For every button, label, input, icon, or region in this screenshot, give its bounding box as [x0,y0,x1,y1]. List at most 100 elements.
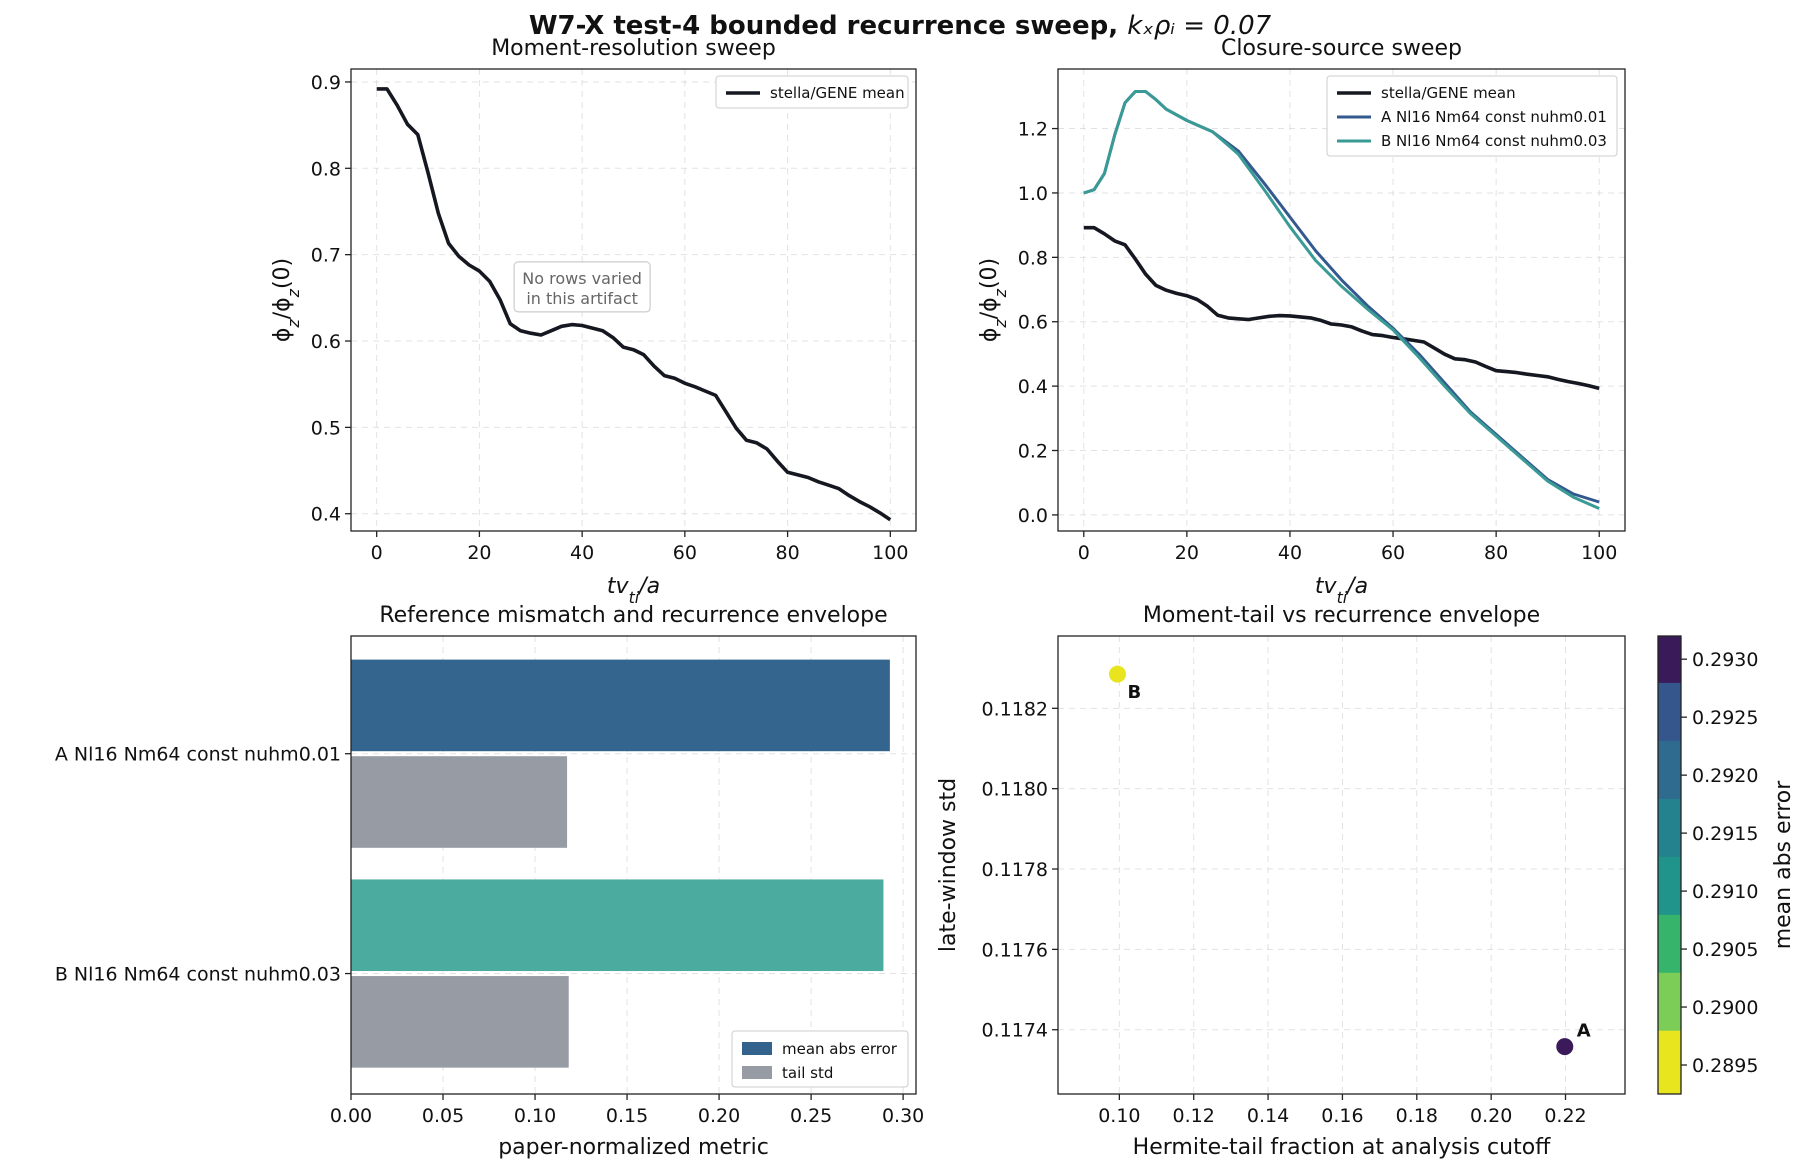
colorbar-tick-label: 0.2910 [1692,881,1758,903]
label-part: /a [637,574,660,599]
colorbar-tick-label: 0.2915 [1692,823,1758,845]
label-part: tv [1315,574,1338,599]
colorbar-tick-label: 0.2900 [1692,997,1758,1019]
label-part: ϕ [270,328,295,343]
subplot-title: Closure-source sweep [1221,36,1462,61]
colorbar-tick-label: 0.2930 [1692,649,1758,671]
x-tick-label: 80 [775,542,799,564]
colorbar-segment [1658,914,1681,973]
label-part: /ϕ [977,297,1002,319]
colorbar-tick-label: 0.2895 [1692,1055,1758,1077]
point-label-B: B [1127,682,1141,703]
x-tick-label: 0.05 [422,1105,464,1127]
x-tick-label: 0 [371,542,383,564]
x-tick-label: 0.12 [1173,1105,1215,1127]
note-line: in this artifact [526,289,638,308]
colorbar-segment [1658,856,1681,915]
legend-entry-1: tail std [782,1064,833,1082]
x-tick-label: 60 [673,542,697,564]
scatter-point-A [1556,1038,1574,1056]
x-tick-label: 0.10 [1098,1105,1140,1127]
x-tick-label: 100 [872,542,908,564]
y-tick-label: 0.1180 [982,779,1048,801]
chart-mismatch: A Nl16 Nm64 const nuhm0.01 B Nl16 Nm64 co… [55,603,924,1160]
y-tick-label: 0.4 [1018,376,1048,398]
x-axis-label: tvti/a [1315,574,1368,607]
suptitle-math: kₓρᵢ = 0.07 [1127,11,1271,41]
y-tick-label: 0.7 [311,245,341,267]
y-axis-label: ϕz/ϕz(0) [977,258,1010,342]
chart-tail: A B 0.10 0.12 0.14 0.16 0.18 0.20 0.22 0.1174 0.11… [936,603,1796,1160]
label-part: /ϕ [270,297,295,319]
colorbar-segment [1658,1030,1681,1095]
x-tick-label: 20 [467,542,491,564]
bar-tail-std-0 [351,756,568,848]
plot-frame [350,635,917,1095]
colorbar-tick-label: 0.2905 [1692,939,1758,961]
y-tick-label: 0.6 [1018,312,1048,334]
colorbar-frame [1657,635,1682,1095]
y-tick-label: 1.2 [1018,119,1048,141]
legend-box [1326,75,1618,157]
label-subscript: ti [1337,588,1348,607]
colorbar-segment [1658,740,1681,799]
colorbar-segment [1658,972,1681,1031]
label-subscript: z [284,288,303,298]
y-axis-label: ϕz/ϕz(0) [270,258,303,342]
legend-box [731,1030,909,1088]
x-axis-label: Hermite-tail fraction at analysis cutoff [1133,1135,1551,1160]
subplot-title: Moment-tail vs recurrence envelope [1143,603,1540,628]
x-tick-label: 0.20 [1470,1105,1512,1127]
y-tick-label: 0.8 [1018,247,1048,269]
legend-entry-0: stella/GENE mean [770,84,905,102]
x-tick-label: 0.10 [514,1105,556,1127]
point-label-A: A [1577,1021,1591,1042]
series-line-0 [1083,225,1600,391]
x-axis-label: tvti/a [607,574,660,607]
y-tick-label: 0.8 [311,158,341,180]
y-tick-label: 1.0 [1018,183,1048,205]
colorbar-label: mean abs error [1771,780,1796,950]
y-tick-label: 0.1178 [982,859,1048,881]
label-part: tv [607,574,630,599]
category-label-0: A Nl16 Nm64 const nuhm0.01 [55,744,341,766]
legend-box [715,75,909,109]
x-tick-label: 0 [1078,542,1090,564]
y-tick-label: 0.2 [1018,441,1048,463]
y-tick-label: 0.1182 [982,698,1048,720]
subplot-title: Moment-resolution sweep [491,36,776,61]
plot-frame [1057,635,1626,1095]
plot-frame [350,68,917,532]
y-tick-label: 0.1174 [982,1020,1048,1042]
note-line: No rows varied [522,269,642,288]
legend-swatch-1 [742,1066,772,1079]
x-tick-label: 100 [1581,542,1617,564]
charts-layer: 0 20 40 60 80 100 0.4 0.5 0.6 0.7 0.8 0.9 Moment-res… [55,36,1796,1160]
bar-mean-abs-error-0 [351,659,890,752]
series-line-2 [1083,90,1600,510]
x-tick-label: 0.00 [330,1105,372,1127]
colorbar-segment [1658,682,1681,741]
x-tick-label: 0.18 [1396,1105,1438,1127]
suptitle-text: W7-X test-4 bounded recurrence sweep, [529,11,1127,41]
x-tick-label: 40 [1278,542,1302,564]
legend-entry-2: B Nl16 Nm64 const nuhm0.03 [1381,132,1607,150]
x-tick-label: 60 [1381,542,1405,564]
legend-entry-0: mean abs error [782,1040,898,1058]
colorbar: 0.2895 0.2900 0.2905 0.2910 0.2915 0.2920 0.29… [1657,635,1796,1095]
y-tick-label: 0.5 [311,417,341,439]
note-text: No rows varied in this artifact [522,269,642,308]
chart-closure: 0 20 40 60 80 100 0.0 0.2 0.4 0.6 0.8 1.0 1.2 Closure… [977,36,1626,607]
colorbar-segment [1658,636,1681,683]
x-tick-label: 0.30 [882,1105,924,1127]
legend-entry-1: A Nl16 Nm64 const nuhm0.01 [1381,108,1607,126]
series-line-0 [376,87,892,522]
label-part: (0) [270,258,295,289]
label-part: /a [1345,574,1368,599]
suptitle: W7-X test-4 bounded recurrence sweep, kₓ… [529,11,1272,41]
x-tick-label: 20 [1175,542,1199,564]
plot-area [1058,636,1625,1094]
y-tick-label: 0.9 [311,72,341,94]
legend-entry-0: stella/GENE mean [1381,84,1516,102]
